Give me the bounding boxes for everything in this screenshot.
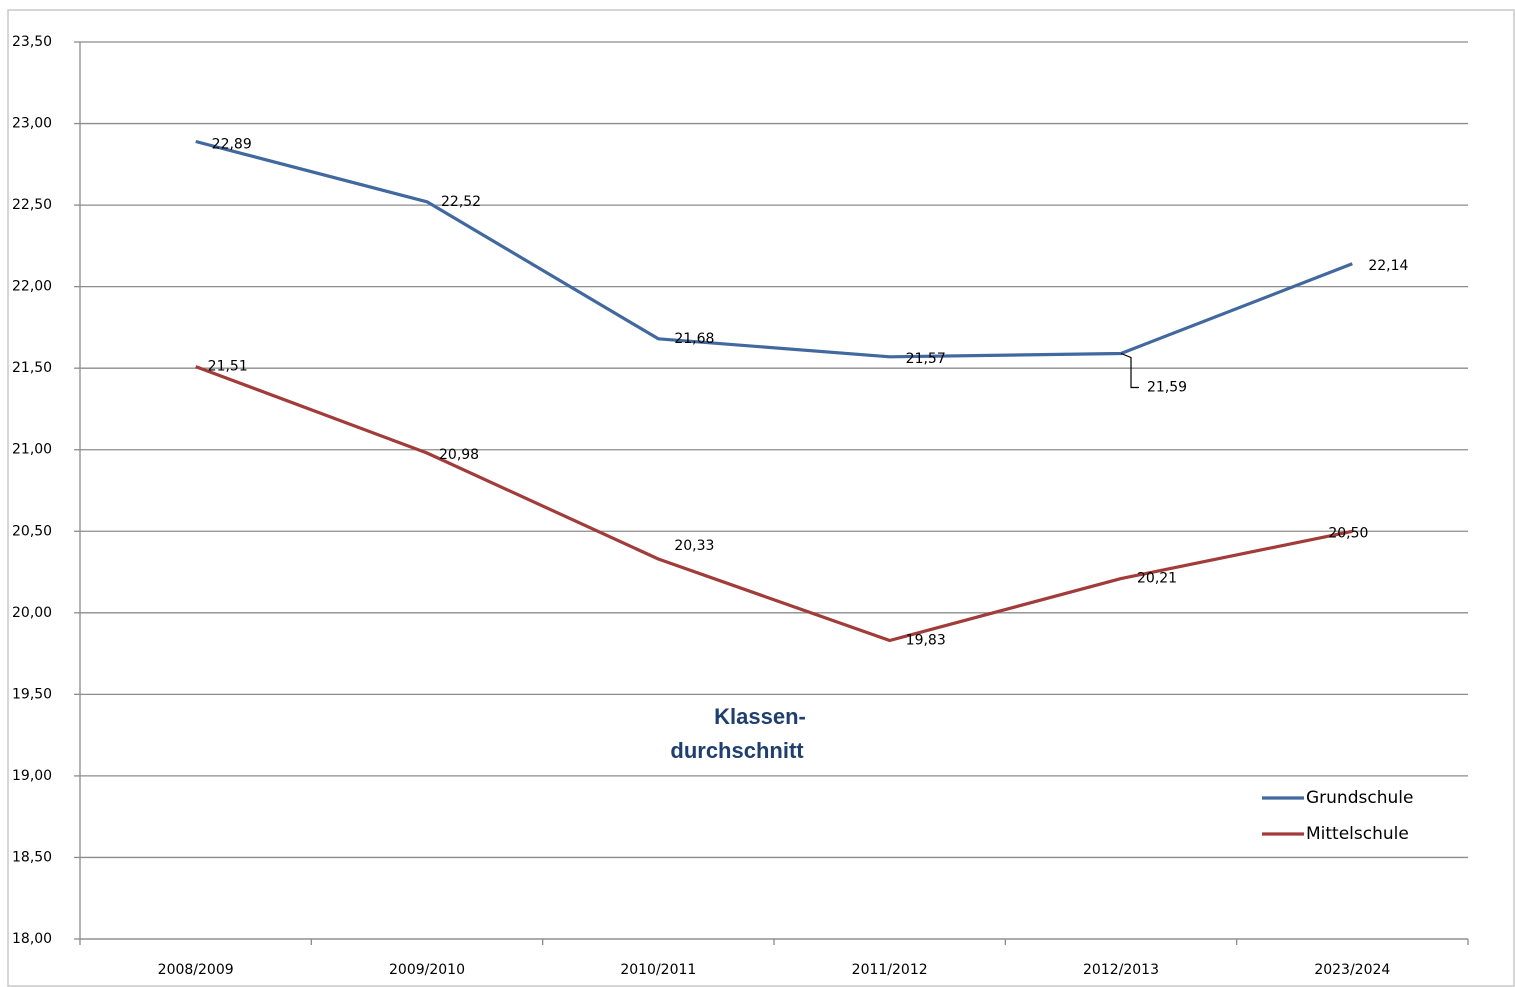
y-tick-label: 18,00	[12, 931, 52, 947]
y-tick-label: 23,00	[12, 116, 52, 132]
legend-label: Mittelschule	[1306, 824, 1409, 844]
y-tick-label: 20,00	[12, 605, 52, 621]
y-tick-label: 22,50	[12, 197, 52, 213]
data-label: 22,14	[1368, 258, 1408, 274]
data-label: 22,52	[441, 194, 481, 210]
x-tick-label: 2010/2011	[620, 962, 696, 978]
x-tick-label: 2012/2013	[1083, 962, 1159, 978]
series-line	[195, 365, 1353, 643]
x-tick-label: 2008/2009	[158, 962, 234, 978]
series-line	[195, 139, 1353, 359]
data-label: 22,89	[212, 136, 252, 152]
data-label: 20,98	[439, 447, 479, 463]
data-label: 19,83	[906, 633, 946, 649]
data-label: 21,59	[1147, 380, 1187, 396]
leader-line	[1120, 352, 1139, 389]
data-label: 21,51	[208, 359, 248, 375]
y-tick-label: 21,50	[12, 360, 52, 376]
x-tick-label: 2011/2012	[852, 962, 928, 978]
legend-label: Grundschule	[1306, 788, 1413, 808]
x-tick-label: 2009/2010	[389, 962, 465, 978]
y-tick-label: 19,00	[12, 768, 52, 784]
chart-title: durchschnitt	[670, 738, 804, 763]
data-label: 21,57	[906, 351, 946, 367]
y-tick-label: 23,50	[12, 34, 52, 50]
data-label: 20,21	[1137, 571, 1177, 587]
y-tick-label: 20,50	[12, 523, 52, 539]
data-label: 20,50	[1328, 525, 1368, 541]
data-label: 21,68	[674, 331, 714, 347]
y-tick-label: 19,50	[12, 686, 52, 702]
y-tick-label: 18,50	[12, 849, 52, 865]
chart-frame	[7, 9, 1515, 987]
data-label: 20,33	[674, 538, 714, 554]
y-tick-label: 22,00	[12, 279, 52, 295]
x-tick-label: 2023/2024	[1314, 962, 1390, 978]
y-tick-label: 21,00	[12, 442, 52, 458]
chart-title: Klassen-	[714, 704, 806, 729]
